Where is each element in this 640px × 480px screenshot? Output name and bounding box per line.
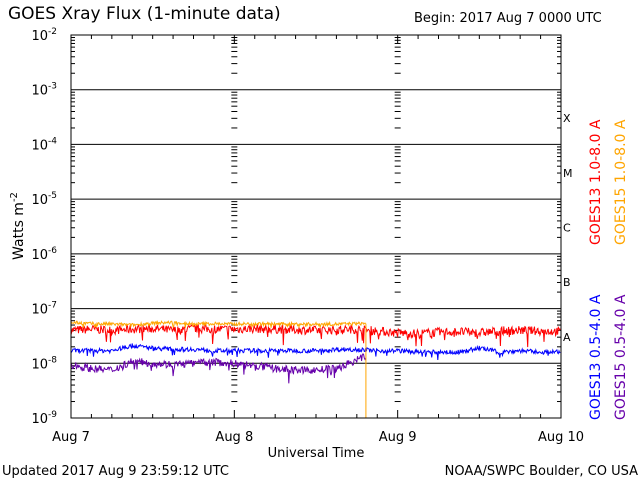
updated-timestamp: Updated 2017 Aug 9 23:59:12 UTC xyxy=(2,464,229,479)
plot-frame xyxy=(70,34,562,419)
svg-text:Watts m-2: Watts m-2 xyxy=(9,192,27,260)
flare-class-label: B xyxy=(563,276,571,289)
legend-entry: GOES15 0.5-4.0 A xyxy=(613,294,629,420)
legend-entry: GOES13 0.5-4.0 A xyxy=(588,294,604,420)
x-tick-label: Aug 10 xyxy=(538,430,584,445)
flare-class-label: M xyxy=(563,167,573,180)
legend-entry: GOES13 1.0-8.0 A xyxy=(588,119,604,245)
y-tick-label: 10-9 xyxy=(31,410,57,427)
y-tick-label: 10-6 xyxy=(31,246,57,263)
series-line xyxy=(70,323,561,348)
series-line xyxy=(70,352,367,384)
x-axis-label: Universal Time xyxy=(268,446,365,461)
x-tick-label: Aug 8 xyxy=(215,430,253,445)
x-tick-label: Aug 7 xyxy=(52,430,90,445)
y-axis-label: Watts m-2 xyxy=(9,192,27,260)
series-line xyxy=(70,320,367,329)
begin-label: Begin: 2017 Aug 7 0000 UTC xyxy=(414,11,602,26)
y-tick-label: 10-5 xyxy=(31,191,57,208)
y-tick-label: 10-4 xyxy=(31,136,57,153)
y-tick-label: 10-8 xyxy=(31,355,57,372)
flare-class-label: X xyxy=(563,112,571,125)
y-tick-label: 10-2 xyxy=(31,27,57,44)
series-line xyxy=(70,343,561,360)
chart-title: GOES Xray Flux (1-minute data) xyxy=(8,4,281,24)
y-tick-label: 10-3 xyxy=(31,82,57,99)
data-source: NOAA/SWPC Boulder, CO USA xyxy=(445,464,638,479)
y-tick-label: 10-7 xyxy=(31,301,57,318)
x-tick-label: Aug 9 xyxy=(379,430,417,445)
legend-entry: GOES15 1.0-8.0 A xyxy=(613,119,629,245)
flare-class-label: C xyxy=(563,222,571,235)
flare-class-label: A xyxy=(563,331,571,344)
